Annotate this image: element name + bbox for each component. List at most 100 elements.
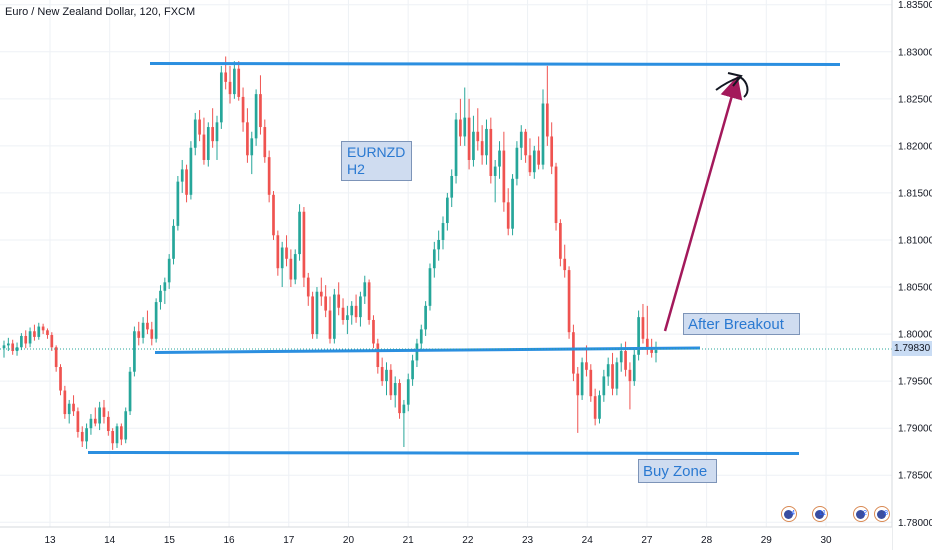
candle-up	[437, 230, 441, 261]
candle-body	[59, 367, 62, 391]
candle-body	[485, 128, 488, 156]
candle-down	[150, 321, 154, 346]
candle-down	[645, 305, 649, 355]
candle-up	[254, 89, 258, 146]
candle-body	[241, 96, 245, 123]
candle-down	[246, 108, 249, 163]
candle-up	[402, 399, 406, 448]
candle-up	[485, 119, 488, 165]
candle-up	[463, 87, 467, 146]
price-tick-label: 1.82500	[898, 94, 932, 105]
buy-zone-label[interactable]: Buy Zone	[638, 459, 717, 483]
candle-body	[515, 147, 519, 179]
time-tick-label: 14	[104, 535, 116, 546]
candle-body	[198, 119, 201, 135]
economic-event-icon[interactable]: 11	[812, 506, 828, 522]
candle-body	[480, 141, 484, 156]
economic-event-icon[interactable]: 2	[853, 506, 869, 522]
candle-body	[267, 157, 271, 195]
candle-body	[263, 127, 267, 158]
candle-body	[289, 258, 293, 280]
candle-down	[272, 191, 275, 240]
buy-zone-line[interactable]	[87, 451, 800, 455]
resistance-line[interactable]	[149, 62, 841, 66]
candle-down	[341, 298, 345, 325]
candle-down	[137, 321, 141, 346]
candle-body	[437, 239, 441, 250]
drawings[interactable]	[0, 62, 892, 455]
economic-event-icon[interactable]: 8	[874, 506, 890, 522]
candle-body	[654, 350, 658, 353]
candle-down	[589, 364, 593, 402]
candle-down	[476, 108, 480, 151]
current-price-tag: 1.79830	[892, 341, 932, 356]
symbol-title[interactable]: Euro / New Zealand Dollar, 120, FXCM	[5, 6, 196, 18]
candle-body	[641, 317, 645, 339]
candle-body	[611, 364, 614, 389]
candle-body	[154, 302, 158, 339]
candle-down	[263, 119, 267, 163]
price-tick-label: 1.83500	[898, 0, 932, 11]
candle-down	[267, 150, 271, 203]
candle-up	[15, 342, 19, 356]
candle-up	[176, 175, 180, 231]
time-tick-label: 15	[164, 535, 176, 546]
candle-body	[580, 362, 584, 396]
candle-body	[67, 403, 71, 415]
economic-event-icon[interactable]: 4	[781, 506, 797, 522]
candle-up	[493, 159, 497, 203]
candle-body	[441, 223, 445, 240]
candle-down	[80, 426, 84, 448]
price-axis-labels: 1.83500 1.83000 1.82500 1.82000 1.81500 1.810…	[898, 0, 932, 529]
candle-up	[472, 115, 475, 167]
candle-body	[559, 223, 562, 259]
after-breakout-label[interactable]: After Breakout	[683, 313, 800, 335]
candle-down	[276, 230, 280, 276]
candle-down	[63, 385, 67, 419]
hand-drawn-arrow-mark[interactable]	[715, 72, 749, 98]
candle-body	[167, 258, 171, 283]
candle-body	[493, 166, 497, 176]
candle-down	[585, 345, 588, 377]
candle-body	[406, 379, 410, 405]
price-tick-label: 1.80500	[898, 283, 932, 294]
grid	[0, 0, 892, 527]
candle-down	[72, 395, 75, 416]
candle-body	[233, 68, 236, 95]
candle-up	[20, 333, 23, 351]
candle-up	[159, 285, 162, 310]
candle-body	[372, 319, 375, 344]
candle-body	[180, 169, 184, 182]
candle-up	[615, 357, 619, 396]
candle-up	[298, 204, 301, 261]
price-tick-label: 1.78000	[898, 518, 932, 529]
candle-body	[337, 294, 341, 308]
candle-body	[133, 331, 136, 372]
candle-body	[363, 282, 367, 297]
candle-body	[428, 268, 432, 306]
candle-body	[463, 117, 467, 137]
pair-timeframe-label[interactable]: EURNZD H2	[341, 141, 412, 181]
candle-down	[228, 65, 232, 104]
candle-body	[115, 426, 119, 444]
candle-body	[511, 178, 514, 229]
candle-body	[589, 369, 593, 397]
target-arrow[interactable]	[663, 75, 743, 332]
candle-body	[259, 94, 262, 128]
candle-up	[37, 322, 41, 340]
candle-body	[454, 119, 458, 176]
candle-down	[576, 367, 580, 433]
candle-up	[206, 122, 210, 167]
candle-body	[393, 383, 397, 396]
time-tick-label: 13	[44, 535, 56, 546]
candle-body	[624, 351, 627, 370]
candle-down	[120, 423, 123, 446]
candle-body	[293, 254, 297, 280]
candle-body	[228, 81, 232, 95]
candle-down	[211, 108, 214, 148]
candle-body	[459, 119, 462, 137]
candle-down	[41, 323, 45, 335]
candle-up	[133, 326, 136, 377]
